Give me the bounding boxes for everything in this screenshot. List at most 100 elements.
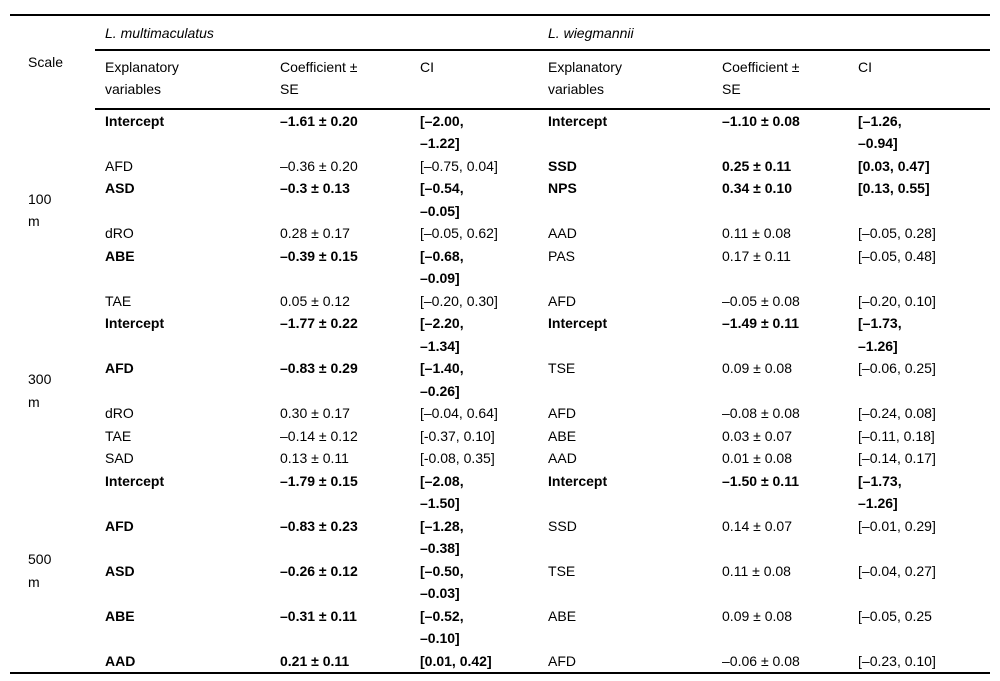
species-header-row: Scale L. multimaculatus L. wiegmannii <box>10 15 991 70</box>
variable-cell: Intercept <box>548 315 608 331</box>
table-row: ABE –0.31 ± 0.11 [–0.52, –0.10] ABE 0.09 ± 0… <box>10 605 990 650</box>
variable-cell: ABE <box>548 427 577 444</box>
col-header-ci-right: CI <box>848 49 991 110</box>
coefficient-cell: –1.49 ± 0.11 <box>722 315 799 331</box>
column-header-row: Explanatory variables Coefficient ± SE C… <box>10 49 991 110</box>
variable-cell: Intercept <box>548 472 608 489</box>
variable-cell: AFD <box>548 652 577 669</box>
ci-cell: [–0.68, –0.09] <box>420 247 464 287</box>
variable-cell: NPS <box>548 180 577 196</box>
variable-cell: dRO <box>105 225 134 241</box>
variable-cell: Intercept <box>105 472 165 489</box>
ci-cell: [–0.06, 0.25] <box>858 360 936 376</box>
scale-cell: 500 m <box>28 551 52 590</box>
coefficient-cell: –0.36 ± 0.20 <box>280 157 358 174</box>
coefficient-cell: 0.11 ± 0.08 <box>722 562 791 579</box>
ci-cell: [–0.04, 0.27] <box>858 562 936 579</box>
variable-cell: TAE <box>105 292 132 309</box>
ci-cell: [–0.04, 0.64] <box>420 405 498 421</box>
coefficient-cell: 0.30 ± 0.17 <box>280 405 350 421</box>
variable-cell: ABE <box>105 247 135 264</box>
scale-cell: 300 m <box>28 371 52 410</box>
table-row: dRO 0.28 ± 0.17 [–0.05, 0.62] AAD 0.11 ± 0.0… <box>10 222 990 245</box>
ci-cell: [–0.05, 0.28] <box>858 225 936 241</box>
ci-cell: [–1.73, –1.26] <box>858 472 902 512</box>
variable-cell: ASD <box>105 562 135 579</box>
variable-cell: TSE <box>548 360 576 376</box>
ci-cell: [–0.50, –0.03] <box>420 562 464 602</box>
variable-cell: AFD <box>105 157 133 174</box>
results-table: Scale L. multimaculatus L. wiegmannii Ex… <box>10 14 991 674</box>
ci-cell: [–0.75, 0.04] <box>420 157 498 174</box>
coefficient-cell: –0.26 ± 0.12 <box>280 562 358 579</box>
variable-cell: AAD <box>548 450 577 466</box>
coefficient-cell: –0.39 ± 0.15 <box>280 247 358 264</box>
coefficient-cell: 0.09 ± 0.08 <box>722 360 792 376</box>
variable-cell: AFD <box>105 517 134 534</box>
coefficient-cell: –0.08 ± 0.08 <box>722 405 800 421</box>
table-row: ASD –0.26 ± 0.12 [–0.50, –0.03] TSE 0.11 ± 0… <box>10 560 990 605</box>
col-header-coefficient-left: Coefficient ± SE <box>270 49 410 110</box>
variable-cell: AAD <box>548 225 577 241</box>
ci-cell: [–2.00, –1.22] <box>420 112 464 152</box>
ci-cell: [–0.54, –0.05] <box>420 180 464 219</box>
species-right-header: L. wiegmannii <box>538 15 991 51</box>
coefficient-cell: 0.03 ± 0.07 <box>722 427 792 444</box>
coefficient-cell: –1.79 ± 0.15 <box>280 472 358 489</box>
coefficient-cell: –0.83 ± 0.23 <box>280 517 358 534</box>
col-header-explanatory-right: Explanatory variables <box>538 49 713 110</box>
ci-cell: [0.13, 0.55] <box>858 180 930 196</box>
ci-cell: [–0.52, –0.10] <box>420 607 464 647</box>
ci-cell: [–1.73, –1.26] <box>858 315 902 354</box>
ci-cell: [–0.20, 0.10] <box>858 292 936 309</box>
variable-cell: SSD <box>548 517 577 534</box>
ci-cell: [–0.20, 0.30] <box>420 292 498 309</box>
coefficient-cell: –1.77 ± 0.22 <box>280 315 358 331</box>
ci-cell: [–0.14, 0.17] <box>858 450 936 466</box>
variable-cell: Intercept <box>105 315 165 331</box>
coefficient-cell: 0.17 ± 0.11 <box>722 247 791 264</box>
variable-cell: Intercept <box>105 112 165 129</box>
ci-cell: [–1.40, –0.26] <box>420 360 464 399</box>
table-row: TAE 0.05 ± 0.12 [–0.20, 0.30] AFD –0.05 ± 0.… <box>10 290 990 313</box>
variable-cell: ABE <box>105 607 135 624</box>
coefficient-cell: 0.28 ± 0.17 <box>280 225 350 241</box>
coefficient-cell: 0.11 ± 0.08 <box>722 225 791 241</box>
table-row: AFD –0.83 ± 0.23 [–1.28, –0.38] SSD 0.14 ± 0… <box>10 515 990 560</box>
variable-cell: AFD <box>548 405 577 421</box>
coefficient-cell: 0.25 ± 0.11 <box>722 157 792 174</box>
coefficient-cell: –1.10 ± 0.08 <box>722 112 800 129</box>
ci-cell: [–2.20, –1.34] <box>420 315 464 354</box>
table-row: dRO 0.30 ± 0.17 [–0.04, 0.64] AFD –0.08 ± 0.… <box>10 402 990 425</box>
variable-cell: ASD <box>105 180 135 196</box>
table-row: ABE –0.39 ± 0.15 [–0.68, –0.09] PAS 0.17 ± 0… <box>10 245 990 290</box>
variable-cell: SSD <box>548 157 577 174</box>
coefficient-cell: –1.61 ± 0.20 <box>280 112 358 129</box>
col-header-explanatory-left: Explanatory variables <box>95 49 270 110</box>
variable-cell: AAD <box>105 652 136 669</box>
ci-cell: [–0.23, 0.10] <box>858 652 936 669</box>
table-row: AFD –0.83 ± 0.29 [–1.40, –0.26] TSE 0.09 ± 0… <box>10 357 990 402</box>
species-left-header: L. multimaculatus <box>95 15 539 51</box>
coefficient-cell: –1.50 ± 0.11 <box>722 472 799 489</box>
table-row: 300 m Intercept –1.77 ± 0.22 [–2.20, –1.34]… <box>10 312 990 410</box>
variable-cell: dRO <box>105 405 134 421</box>
ci-cell: [–0.05, 0.62] <box>420 225 498 241</box>
ci-cell: [-0.37, 0.10] <box>420 427 495 444</box>
variable-cell: ABE <box>548 607 577 624</box>
col-header-coefficient-right: Coefficient ± SE <box>712 49 849 110</box>
ci-cell: [0.01, 0.42] <box>420 652 492 669</box>
table-row: TAE –0.14 ± 0.12 [-0.37, 0.10] ABE 0.03 ± 0.… <box>10 425 990 448</box>
variable-cell: TAE <box>105 427 132 444</box>
coefficient-cell: 0.21 ± 0.11 <box>280 652 350 669</box>
col-header-ci-left: CI <box>410 49 539 110</box>
variable-cell: Intercept <box>548 112 608 129</box>
ci-cell: [0.03, 0.47] <box>858 157 930 174</box>
coefficient-cell: –0.31 ± 0.11 <box>280 607 357 624</box>
variable-cell: TSE <box>548 562 576 579</box>
table-row: 500 m Intercept –1.79 ± 0.15 [–2.08, –1.50]… <box>10 470 990 590</box>
table-row: ASD –0.3 ± 0.13 [–0.54, –0.05] NPS 0.34 ± 0.… <box>10 177 990 222</box>
table-row: AFD –0.36 ± 0.20 [–0.75, 0.04] SSD 0.25 ± 0.… <box>10 155 990 178</box>
variable-cell: AFD <box>548 292 577 309</box>
ci-cell: [–0.05, 0.48] <box>858 247 936 264</box>
